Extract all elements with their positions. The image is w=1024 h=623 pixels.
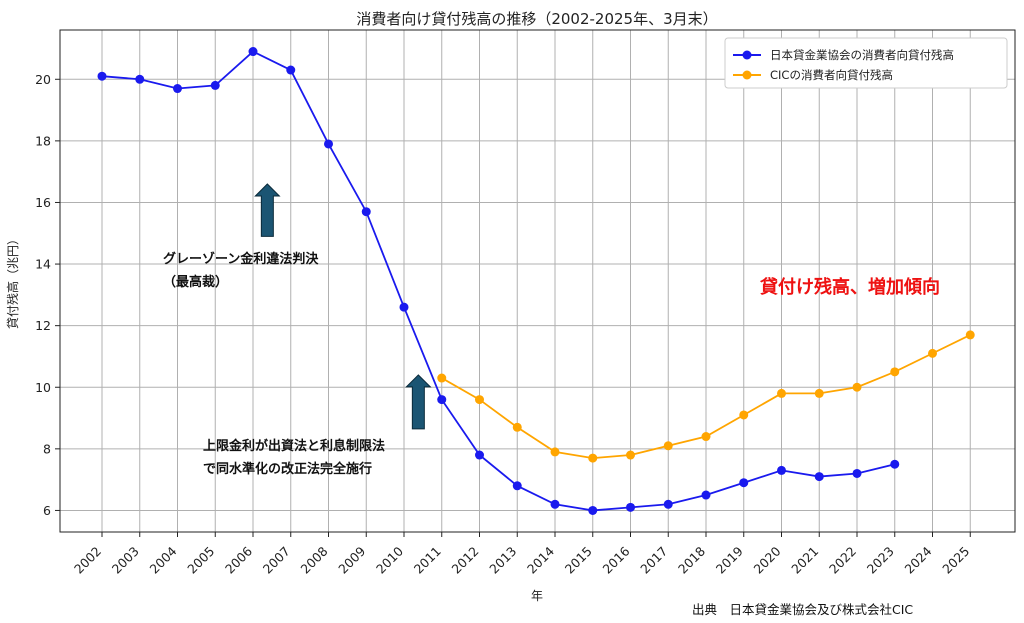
source-note: 出典 日本貸金業協会及び株式会社CIC xyxy=(692,602,913,617)
series-layer xyxy=(97,47,975,515)
data-point-1 xyxy=(588,453,598,463)
x-tick-label: 2021 xyxy=(788,544,821,577)
data-point-0 xyxy=(475,450,484,460)
annotation-grayzone-line2: （最高裁） xyxy=(163,274,228,290)
data-point-0 xyxy=(550,499,560,509)
data-point-1 xyxy=(928,348,937,358)
data-point-0 xyxy=(324,139,333,149)
legend-marker-jfsa xyxy=(742,50,752,60)
data-point-0 xyxy=(814,472,824,482)
trend-highlight-text: 貸付け残高、増加傾向 xyxy=(760,276,940,298)
data-point-1 xyxy=(814,388,824,398)
x-tick-label: 2004 xyxy=(147,543,180,576)
x-tick-label: 2005 xyxy=(184,544,217,577)
y-tick-label: 6 xyxy=(43,503,51,518)
data-point-1 xyxy=(475,395,484,405)
data-point-0 xyxy=(248,47,258,57)
x-tick-label: 2007 xyxy=(260,544,293,577)
data-point-0 xyxy=(437,395,447,405)
plot-frame xyxy=(59,29,1016,533)
data-point-0 xyxy=(173,84,182,94)
data-point-1 xyxy=(550,447,560,457)
data-point-0 xyxy=(739,478,749,488)
data-point-1 xyxy=(437,373,447,383)
data-point-1 xyxy=(512,422,522,432)
x-tick-label: 2015 xyxy=(562,544,595,577)
data-point-1 xyxy=(663,441,673,451)
data-point-0 xyxy=(399,302,409,312)
data-point-0 xyxy=(135,74,145,84)
x-tick-label: 2024 xyxy=(902,543,935,576)
data-point-0 xyxy=(663,499,673,509)
x-tick-label: 2012 xyxy=(449,544,482,577)
x-tick-label: 2006 xyxy=(222,543,255,576)
x-tick-label: 2018 xyxy=(675,543,708,576)
x-tick-label: 2016 xyxy=(600,543,633,576)
annotation-grayzone-line1: グレーゾーン金利違法判決 xyxy=(163,251,319,267)
data-point-1 xyxy=(626,450,635,460)
x-tick-label: 2019 xyxy=(713,543,746,576)
legend-label-jfsa: 日本貸金業協会の消費者向貸付残高 xyxy=(770,48,954,62)
data-point-1 xyxy=(890,367,900,377)
legend-box xyxy=(724,37,1008,89)
annotation-law-reform: 上限金利が出資法と利息制限法 で同水準化の改正法完全施行 xyxy=(203,374,432,477)
y-axis: 6 8 10 12 14 16 18 20 xyxy=(35,72,60,518)
data-point-0 xyxy=(97,71,107,81)
data-point-0 xyxy=(852,468,862,478)
y-tick-label: 18 xyxy=(35,133,51,148)
x-tick-label: 2025 xyxy=(939,544,972,577)
data-point-0 xyxy=(626,502,635,512)
x-tick-label: 2014 xyxy=(524,543,557,576)
data-point-0 xyxy=(890,459,900,469)
grid xyxy=(60,30,1015,532)
x-tick-label: 2011 xyxy=(411,544,444,577)
legend-label-cic: CICの消費者向貸付残高 xyxy=(770,68,893,82)
x-tick-label: 2013 xyxy=(486,544,519,577)
up-arrow-icon xyxy=(405,374,432,430)
legend: 日本貸金業協会の消費者向貸付残高 CICの消費者向貸付残高 xyxy=(724,37,1008,89)
data-point-0 xyxy=(286,65,296,75)
data-point-0 xyxy=(361,207,371,217)
y-tick-label: 10 xyxy=(35,380,51,395)
series-line-0 xyxy=(101,50,895,512)
data-point-0 xyxy=(210,80,220,90)
x-axis-label: 年 xyxy=(531,589,543,603)
x-tick-label: 2008 xyxy=(298,543,331,576)
y-tick-label: 20 xyxy=(35,72,51,87)
legend-marker-cic xyxy=(742,70,752,80)
chart-title: 消費者向け貸付残高の推移（2002-2025年、3月末） xyxy=(356,10,717,28)
y-tick-label: 12 xyxy=(35,318,51,333)
annotation-law-reform-line2: で同水準化の改正法完全施行 xyxy=(203,461,372,477)
y-tick-label: 14 xyxy=(35,257,51,272)
y-tick-label: 16 xyxy=(35,195,51,210)
data-point-1 xyxy=(965,330,975,340)
data-point-0 xyxy=(588,505,598,515)
y-axis-label: 貸付残高（兆円） xyxy=(5,233,20,329)
annotation-law-reform-line1: 上限金利が出資法と利息制限法 xyxy=(203,438,385,454)
data-point-1 xyxy=(739,410,749,420)
x-tick-label: 2020 xyxy=(751,543,784,576)
up-arrow-icon xyxy=(254,183,281,237)
y-tick-label: 8 xyxy=(43,441,51,456)
data-point-0 xyxy=(701,490,711,500)
x-tick-label: 2017 xyxy=(637,544,670,577)
x-tick-label: 2009 xyxy=(335,543,368,576)
x-axis: 2002 2003 2004 2005 2006 2007 2008 2009 2010 2011… xyxy=(71,532,972,577)
data-point-1 xyxy=(777,388,786,398)
data-point-1 xyxy=(852,382,862,392)
annotation-grayzone: グレーゾーン金利違法判決 （最高裁） xyxy=(163,183,319,290)
data-point-1 xyxy=(701,432,711,442)
data-point-0 xyxy=(512,481,522,491)
x-tick-label: 2022 xyxy=(826,544,859,577)
x-tick-label: 2023 xyxy=(864,544,897,577)
data-point-0 xyxy=(777,465,786,475)
x-tick-label: 2002 xyxy=(71,544,104,577)
x-tick-label: 2010 xyxy=(373,543,406,576)
x-tick-label: 2003 xyxy=(109,544,142,577)
